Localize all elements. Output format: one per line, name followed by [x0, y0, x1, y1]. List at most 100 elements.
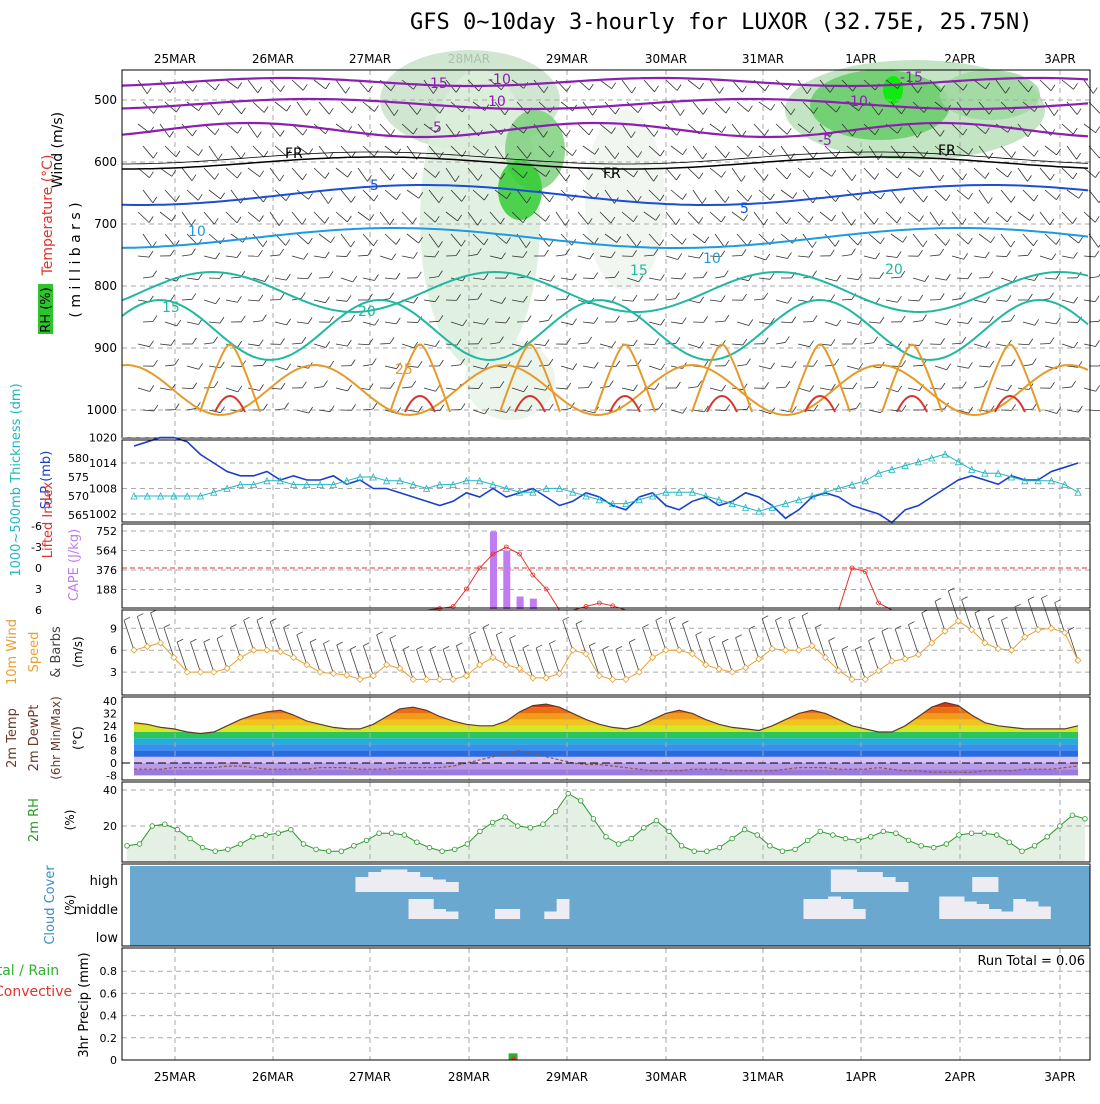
wind-barb	[803, 146, 813, 158]
wind-barb	[722, 385, 726, 391]
wind-barb	[347, 295, 351, 301]
precip-convective-label: Convective	[0, 984, 72, 1000]
wind-barb	[309, 193, 313, 199]
wind-barb	[348, 171, 352, 177]
cloud-mid-bar	[828, 897, 841, 920]
wind-barb	[164, 625, 170, 628]
wind-barb	[248, 212, 259, 222]
wind-barb	[725, 360, 729, 366]
wind-barb	[703, 272, 707, 278]
wind-barb	[284, 628, 294, 658]
wind-barb	[176, 196, 180, 202]
wind-barb	[682, 621, 688, 624]
thickness-tick: 565	[68, 509, 89, 522]
wind-barb	[605, 366, 616, 367]
wind-barb	[226, 80, 238, 88]
wind-barb	[1007, 216, 1011, 222]
wind-barb	[765, 85, 769, 91]
temperature-contour	[122, 365, 1088, 415]
wind-barb	[715, 190, 725, 203]
wind-barb	[143, 190, 153, 203]
wind-barb	[407, 190, 419, 198]
rh-point	[1057, 824, 1062, 829]
wind-barb	[1062, 387, 1072, 388]
rh-point	[251, 835, 256, 840]
wind-barb	[935, 366, 947, 370]
contour-label: 25	[395, 362, 413, 378]
wind-barb	[1089, 410, 1100, 411]
wind-barb	[776, 124, 787, 134]
precip-tick: 0.4	[100, 1010, 118, 1023]
cape-bar	[517, 597, 524, 609]
wind-barb	[286, 274, 290, 280]
wind-barb	[666, 212, 676, 225]
wind-barb	[593, 109, 597, 115]
wind-barb	[138, 212, 149, 222]
wind-barb	[241, 108, 245, 114]
wind-barb	[1062, 124, 1073, 134]
wind-barb	[810, 341, 814, 347]
wind-barb	[204, 212, 214, 224]
wind-barb	[385, 278, 396, 279]
wind-barb	[671, 190, 682, 200]
wind-barb	[153, 271, 157, 277]
wind-barb	[439, 360, 443, 366]
wind-barb	[715, 234, 725, 247]
rh-axis-label: RH (%)	[39, 287, 54, 332]
rh-point	[440, 849, 445, 854]
wind-barb	[699, 173, 703, 179]
wind-axis-label-c: & Barbs	[49, 626, 64, 678]
wind-barb	[308, 318, 312, 324]
wind-barb	[385, 322, 396, 324]
wind-barb	[962, 337, 966, 343]
wind-barb	[259, 295, 263, 301]
rh-point	[263, 833, 268, 838]
wind-barb	[143, 277, 153, 278]
wind-barb	[561, 234, 572, 245]
wind-barb	[147, 88, 151, 94]
wind-barb	[1073, 218, 1077, 224]
wind-barb	[898, 386, 902, 392]
wind-barb	[390, 293, 394, 299]
wind-barb	[351, 196, 355, 202]
wind-barb	[238, 341, 242, 347]
wind-barb	[676, 174, 680, 180]
wind-barb	[798, 168, 809, 178]
wind-barb	[842, 646, 848, 649]
wind-barb	[1045, 410, 1057, 414]
wind-barb	[719, 87, 723, 93]
wind-barb	[1093, 88, 1097, 94]
wind-barb	[979, 234, 991, 243]
rh-point	[389, 831, 394, 836]
wind-barb	[297, 102, 306, 115]
wind-barb	[974, 256, 985, 258]
wind-barb	[946, 239, 950, 245]
wind-barb	[908, 212, 919, 222]
wind-barb	[270, 212, 279, 226]
wind-barb	[741, 176, 745, 182]
wind-barb	[385, 234, 396, 244]
wind-barb	[244, 617, 250, 620]
wind-barb	[669, 620, 679, 650]
wind-barb	[248, 168, 260, 177]
temp-tick: -8	[106, 769, 117, 782]
wind-barb	[527, 316, 531, 322]
temp-tick: 32	[103, 707, 117, 720]
wind-barb	[962, 219, 966, 225]
wind-axis-label-b: Speed	[27, 632, 42, 673]
wind-barb	[215, 84, 219, 90]
wind-barb	[864, 212, 874, 224]
wind-barb	[594, 362, 598, 368]
wind-barb	[671, 234, 682, 244]
wind-barb	[1015, 604, 1021, 607]
cloud-high-bar	[869, 872, 882, 892]
wind-barb	[832, 170, 836, 176]
wind-barb	[301, 292, 305, 298]
wind-barb	[348, 385, 352, 391]
wind-speed-point	[782, 647, 788, 653]
wind-barb	[930, 255, 940, 256]
wind-barb	[241, 316, 245, 322]
wind-barb	[837, 275, 841, 281]
wind-barb	[138, 388, 150, 392]
wind-barb	[1023, 234, 1033, 246]
